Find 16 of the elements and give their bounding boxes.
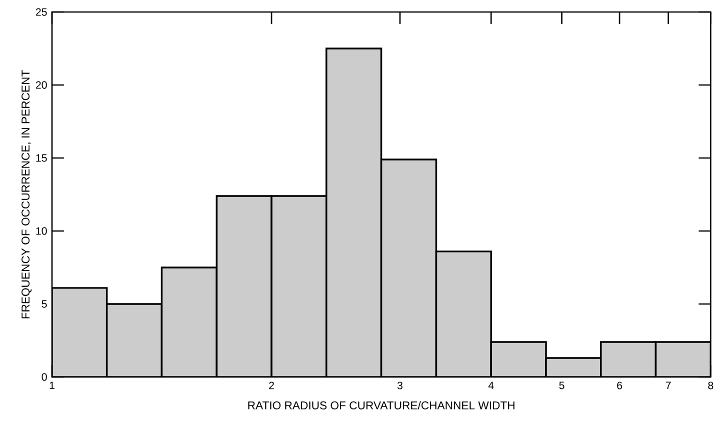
y-tick-label: 10 [36, 227, 47, 235]
x-tick-label: 6 [617, 382, 622, 390]
y-axis-title: FREQUENCY OF OCCURRENCE, IN PERCENT [22, 70, 32, 318]
x-tick-label: 5 [559, 382, 564, 390]
x-tick-label: 1 [50, 382, 54, 390]
x-tick-label: 3 [397, 382, 402, 390]
y-tick-label: 5 [42, 300, 47, 308]
y-tick-label: 0 [42, 373, 47, 381]
x-tick-label: 7 [666, 382, 671, 390]
y-tick-label: 25 [36, 8, 47, 16]
y-tick-label: 20 [36, 81, 47, 89]
x-axis-title: RATIO RADIUS OF CURVATURE/CHANNEL WIDTH [248, 401, 514, 410]
x-tick-label: 4 [488, 382, 494, 390]
x-tick-label: 2 [269, 382, 274, 390]
y-tick-label: 15 [36, 154, 47, 162]
x-tick-label: 8 [708, 382, 714, 390]
